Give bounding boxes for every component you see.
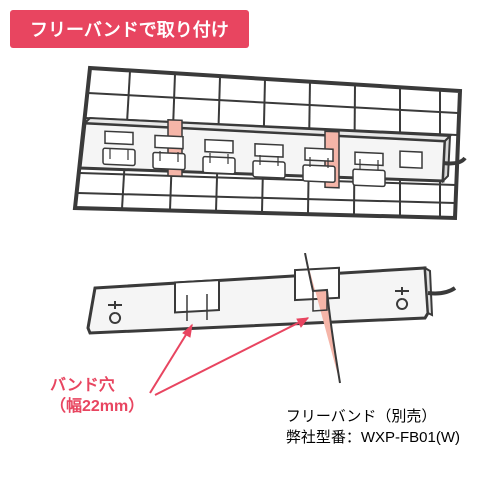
top-illustration: [30, 63, 470, 243]
band-hole-label: バンド穴 （幅22mm）: [50, 376, 144, 418]
free-band-label: フリーバンド（別売） 弊社型番：WXP-FB01(W): [286, 406, 460, 448]
free-band-text-1: フリーバンド（別売）: [286, 408, 437, 425]
bottom-illustration: バンド穴 （幅22mm） フリーバンド（別売） 弊社型番：WXP-FB01(W): [30, 253, 470, 453]
band-hole-text-1: バンド穴: [50, 377, 115, 394]
band-hole-text-2: （幅22mm）: [50, 398, 144, 415]
free-band-text-2: 弊社型番：WXP-FB01(W): [286, 429, 460, 446]
header-banner: フリーバンドで取り付け: [10, 10, 249, 48]
